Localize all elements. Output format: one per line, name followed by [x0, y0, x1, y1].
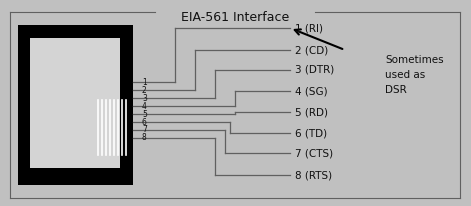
- Text: 4 (SG): 4 (SG): [295, 86, 328, 96]
- Text: 4: 4: [142, 102, 147, 110]
- Text: 3 (DTR): 3 (DTR): [295, 65, 334, 75]
- Text: 7: 7: [142, 125, 147, 135]
- Text: 6: 6: [142, 117, 147, 126]
- Text: EIA-561 Interface: EIA-561 Interface: [181, 11, 289, 24]
- Bar: [30, 38, 120, 168]
- Text: Sometimes: Sometimes: [385, 55, 444, 65]
- Text: 7 (CTS): 7 (CTS): [295, 148, 333, 158]
- Polygon shape: [30, 38, 120, 168]
- Text: DSR: DSR: [385, 85, 407, 95]
- Text: 2: 2: [142, 85, 147, 95]
- Text: 3: 3: [142, 94, 147, 103]
- Text: 6 (TD): 6 (TD): [295, 128, 327, 138]
- Bar: [18, 25, 133, 185]
- Text: 1 (RI): 1 (RI): [295, 23, 323, 33]
- Text: 8: 8: [142, 133, 147, 143]
- Text: 8 (RTS): 8 (RTS): [295, 170, 332, 180]
- Text: 5: 5: [142, 110, 147, 118]
- Text: 5 (RD): 5 (RD): [295, 107, 328, 117]
- Text: 2 (CD): 2 (CD): [295, 45, 328, 55]
- Text: used as: used as: [385, 70, 425, 80]
- Text: 1: 1: [142, 77, 147, 87]
